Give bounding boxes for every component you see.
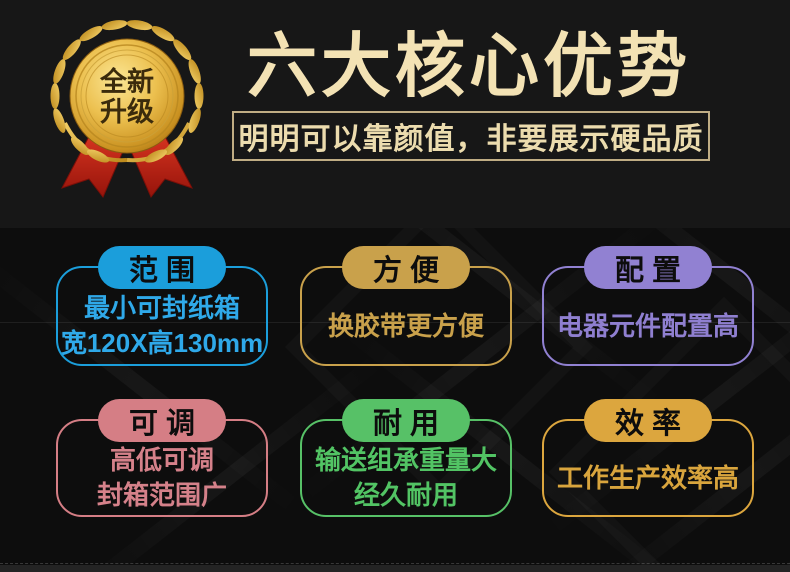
page-title: 六大核心优势 <box>247 26 691 105</box>
feature-pill-adjustable: 可调 <box>98 399 226 442</box>
feature-pill-configuration: 配置 <box>584 246 712 289</box>
feature-pill-convenience: 方便 <box>342 246 470 289</box>
feature-card-range: 范围 最小可封纸箱 宽120X高130mm <box>56 246 268 366</box>
laurel-wreath-icon <box>50 20 204 163</box>
feature-pill-range: 范围 <box>98 246 226 289</box>
feature-card-adjustable: 可调 高低可调 封箱范围广 <box>56 399 268 517</box>
feature-pill-durable: 耐用 <box>342 399 470 442</box>
feature-body-convenience: 换胶带更方便 <box>327 310 484 341</box>
feature-body-efficiency: 工作生产效率高 <box>556 462 739 493</box>
feature-body-durable: 输送组承重量大 经久耐用 <box>314 445 497 510</box>
feature-card-efficiency: 效率 工作生产效率高 <box>542 399 754 517</box>
feature-card-convenience: 方便 换胶带更方便 <box>300 246 512 366</box>
feature-pill-efficiency: 效率 <box>584 399 712 442</box>
feature-body-range: 最小可封纸箱 宽120X高130mm <box>60 293 264 358</box>
feature-body-configuration: 电器元件配置高 <box>556 310 739 341</box>
badge-text-line2: 升级 <box>100 96 154 127</box>
badge-text-line1: 全新 <box>99 66 154 97</box>
bottom-strip <box>0 565 790 572</box>
feature-body-adjustable: 高低可调 封箱范围广 <box>96 445 227 510</box>
upgrade-medal-icon: 全新 升级 <box>50 20 204 198</box>
page-subtitle: 明明可以靠颜值，非要展示硬品质 <box>232 111 710 161</box>
feature-card-durable: 耐用 输送组承重量大 经久耐用 <box>300 399 512 517</box>
panel-seam-line <box>0 322 790 323</box>
feature-card-configuration: 配置 电器元件配置高 <box>542 246 754 366</box>
bottom-dashed-line <box>0 563 790 564</box>
medal-disc-icon <box>69 38 185 154</box>
